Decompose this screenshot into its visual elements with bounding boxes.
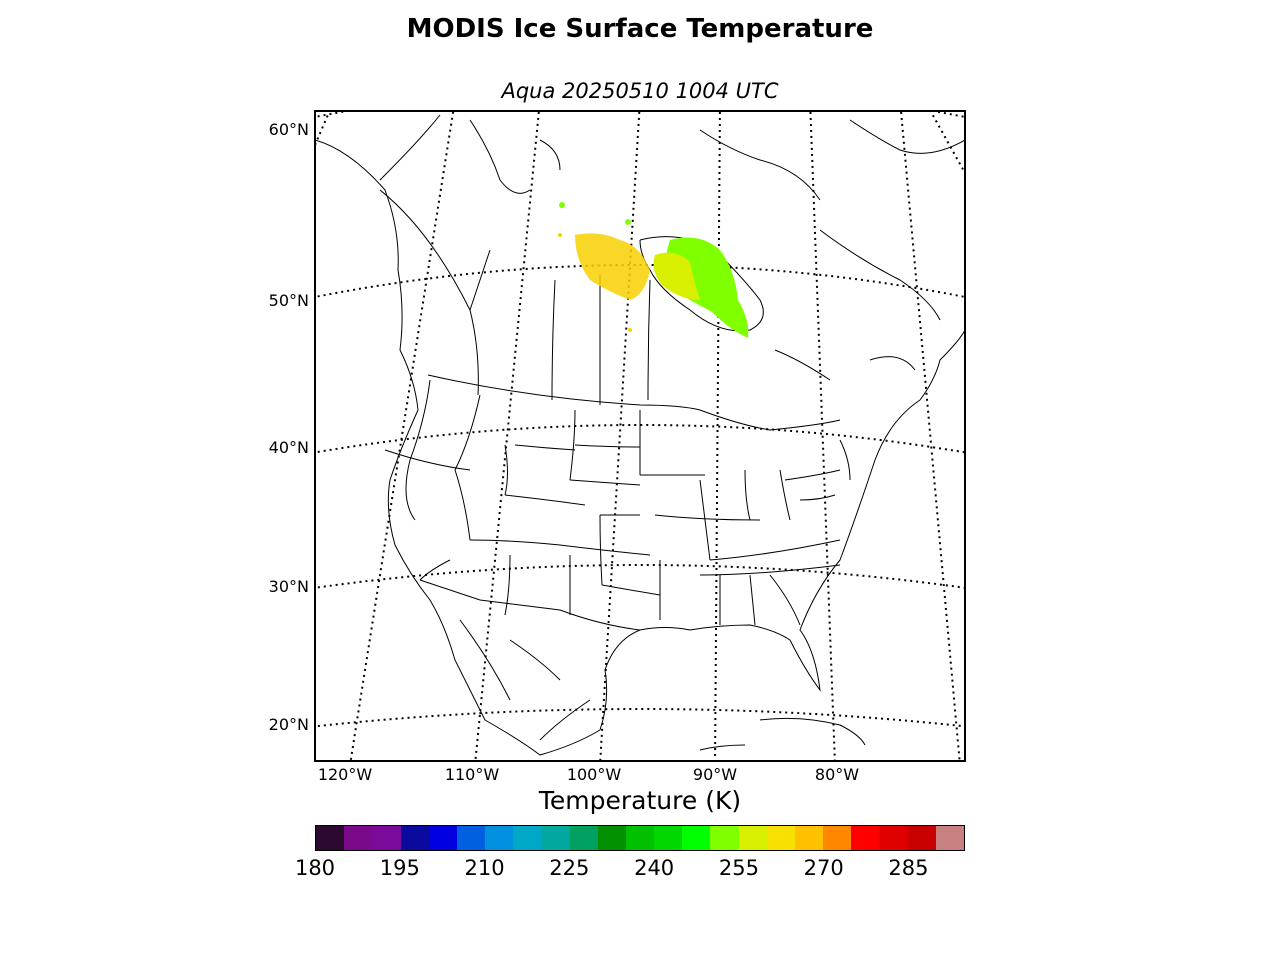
colorbar-label: Temperature (K) <box>538 786 742 815</box>
ice-temperature-pixels <box>558 202 749 338</box>
colorbar-segment <box>597 826 626 850</box>
colorbar-segment <box>316 826 345 850</box>
colorbar-segment <box>682 826 711 850</box>
chart-title: MODIS Ice Surface Temperature <box>406 14 874 44</box>
ice-pixel <box>559 202 565 208</box>
lat-label-30n: 30°N <box>268 577 309 596</box>
lon-label-100w: 100°W <box>566 765 622 784</box>
colorbar-segment <box>907 826 936 850</box>
state-borders <box>379 189 851 741</box>
hudson-bay-ice-west <box>653 252 700 300</box>
lat-label-20n: 20°N <box>268 715 309 734</box>
colorbar-segment <box>935 826 964 850</box>
colorbar-segment <box>372 826 401 850</box>
lon-label-80w: 80°W <box>814 765 860 784</box>
lon-label-120w: 120°W <box>317 765 373 784</box>
manitoba-lakes-ice <box>575 233 650 300</box>
colorbar-segment <box>794 826 824 850</box>
colorbar-tick-label: 240 <box>634 856 675 880</box>
lon-label-90w: 90°W <box>692 765 738 784</box>
colorbar-segment <box>569 826 598 850</box>
colorbar-segment <box>456 826 486 850</box>
colorbar-tick-label: 180 <box>294 856 336 880</box>
colorbar-tick-label: 195 <box>379 856 420 880</box>
ice-pixel <box>625 219 631 225</box>
lat-label-50n: 50°N <box>268 291 309 310</box>
colorbar-segment <box>485 826 514 850</box>
colorbar-segment <box>344 826 373 850</box>
colorbar-tick-label: 270 <box>803 856 844 880</box>
ice-pixel <box>558 233 562 237</box>
colorbar-tick-label: 210 <box>464 856 505 880</box>
colorbar-tick-label: 285 <box>888 856 929 880</box>
colorbar-segment <box>879 826 908 850</box>
colorbar-segment <box>541 826 570 850</box>
colorbar-segment <box>513 826 542 850</box>
colorbar <box>315 825 965 851</box>
chart-subtitle: Aqua 20250510 1004 UTC <box>501 79 779 103</box>
colorbar-segment <box>428 826 457 850</box>
colorbar-tick-label: 225 <box>549 856 590 880</box>
latitude-graticule <box>315 111 965 728</box>
lat-label-60n: 60°N <box>268 120 309 139</box>
ice-pixel <box>628 328 632 332</box>
colorbar-segment <box>738 826 767 850</box>
colorbar-segment <box>654 826 683 850</box>
colorbar-segment <box>823 826 852 850</box>
colorbar-segment <box>710 826 739 850</box>
colorbar-segment <box>851 826 880 850</box>
coastlines <box>315 119 965 756</box>
map-frame <box>314 110 966 762</box>
lon-label-110w: 110°W <box>444 765 500 784</box>
longitude-graticule <box>315 111 965 761</box>
colorbar-segment <box>766 826 795 850</box>
country-borders <box>379 114 841 631</box>
colorbar-segment <box>400 826 429 850</box>
colorbar-tick-label: 255 <box>718 856 759 880</box>
lat-label-40n: 40°N <box>268 438 309 457</box>
colorbar-segment <box>625 826 655 850</box>
